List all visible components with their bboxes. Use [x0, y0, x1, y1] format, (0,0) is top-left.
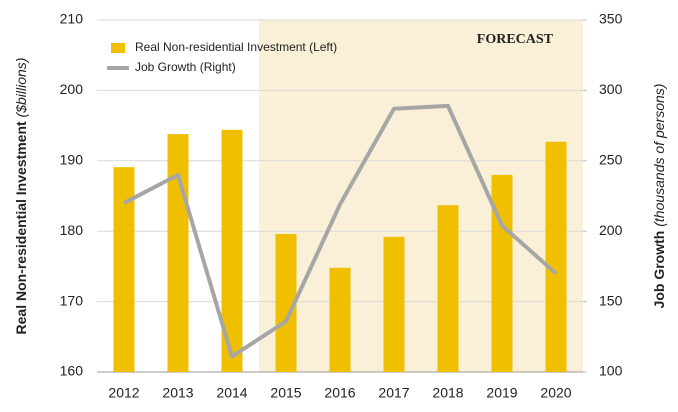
bar — [437, 205, 459, 372]
bar — [383, 236, 405, 372]
y-axis-title-unit: ($billions) — [13, 58, 29, 118]
bar — [275, 234, 297, 372]
bar — [221, 129, 243, 372]
x-tick-label: 2013 — [162, 385, 193, 401]
y-tick-label: 200 — [60, 81, 84, 97]
x-tick-label: 2015 — [270, 385, 301, 401]
x-tick-label: 2014 — [216, 385, 247, 401]
forecast-shade — [259, 20, 583, 372]
y-tick-label: 170 — [60, 292, 84, 308]
legend-swatch — [111, 43, 125, 53]
bar — [167, 134, 189, 372]
bar — [113, 167, 135, 372]
y2-axis-title-unit: (thousands of persons) — [651, 84, 667, 227]
y-axis-title-main: Real Non-residential Investment — [13, 121, 29, 335]
x-tick-label: 2018 — [432, 385, 463, 401]
y2-axis-title: Job Growth (thousands of persons) — [651, 84, 667, 309]
y2-tick-label: 150 — [599, 292, 623, 308]
y2-tick-label: 100 — [599, 363, 623, 379]
bar — [545, 141, 567, 372]
y-axis-title: Real Non-residential Investment ($billio… — [13, 58, 29, 335]
y2-tick-label: 350 — [599, 11, 623, 27]
forecast-label: FORECAST — [477, 32, 554, 47]
y-tick-label: 180 — [60, 222, 84, 238]
bar — [491, 174, 513, 372]
x-tick-label: 2017 — [378, 385, 409, 401]
y-tick-label: 160 — [60, 363, 84, 379]
x-tick-label: 2019 — [486, 385, 517, 401]
y2-tick-label: 200 — [599, 222, 623, 238]
line — [123, 103, 558, 359]
legend-label: Job Growth (Right) — [135, 60, 236, 74]
bar — [329, 267, 351, 372]
x-tick-label: 2012 — [108, 385, 139, 401]
y2-tick-label: 300 — [599, 81, 623, 97]
x-tick-label: 2020 — [540, 385, 571, 401]
y2-tick-label: 250 — [599, 152, 623, 168]
y-tick-label: 210 — [60, 11, 84, 27]
y2-axis-title-main: Job Growth — [651, 231, 667, 309]
legend-label: Real Non-residential Investment (Left) — [135, 40, 337, 54]
x-tick-label: 2016 — [324, 385, 355, 401]
y-tick-label: 190 — [60, 152, 84, 168]
